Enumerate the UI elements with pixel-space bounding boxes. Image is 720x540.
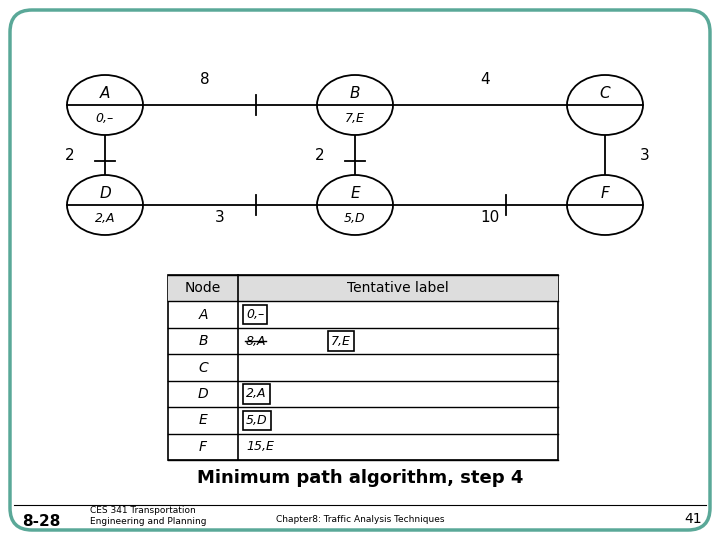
Bar [168,275,558,301]
Text: 5,D: 5,D [246,414,268,427]
Text: Node: Node [185,281,221,295]
Text: 41: 41 [685,512,702,526]
Text: D: D [198,387,208,401]
Text: Chapter8: Traffic Analysis Techniques: Chapter8: Traffic Analysis Techniques [276,515,444,523]
Text: A: A [100,86,110,101]
Text: F: F [600,186,609,201]
Text: 8-28: 8-28 [22,515,60,530]
Text: B: B [198,334,208,348]
Text: 8: 8 [200,72,210,87]
Text: 8,A: 8,A [246,335,266,348]
Text: 7,E: 7,E [331,335,351,348]
FancyBboxPatch shape [10,10,710,530]
Text: 15,E: 15,E [246,440,274,453]
Ellipse shape [67,175,143,235]
Text: 2: 2 [66,147,75,163]
Ellipse shape [567,75,643,135]
Text: B: B [350,86,360,101]
Ellipse shape [317,175,393,235]
Text: 10: 10 [480,211,500,226]
Text: 3: 3 [215,211,225,226]
Text: E: E [350,186,360,201]
Text: 0,–: 0,– [96,112,114,125]
Bar [168,275,558,460]
Text: 2,A: 2,A [246,387,266,401]
Text: C: C [600,86,611,101]
Text: 0,–: 0,– [246,308,264,321]
Ellipse shape [567,175,643,235]
Text: F: F [199,440,207,454]
Text: 3: 3 [640,147,650,163]
Text: C: C [198,361,208,375]
Text: Minimum path algorithm, step 4: Minimum path algorithm, step 4 [197,469,523,487]
Text: 5,D: 5,D [344,212,366,225]
Text: Tentative label: Tentative label [347,281,449,295]
Text: 7,E: 7,E [345,112,365,125]
Text: 2: 2 [315,147,325,163]
Ellipse shape [67,75,143,135]
Text: 2,A: 2,A [95,212,115,225]
Text: A: A [198,308,208,322]
Ellipse shape [317,75,393,135]
Text: 4: 4 [480,72,490,87]
Text: CES 341 Transportation
Engineering and Planning: CES 341 Transportation Engineering and P… [90,507,207,526]
Text: D: D [99,186,111,201]
Text: E: E [199,413,207,427]
